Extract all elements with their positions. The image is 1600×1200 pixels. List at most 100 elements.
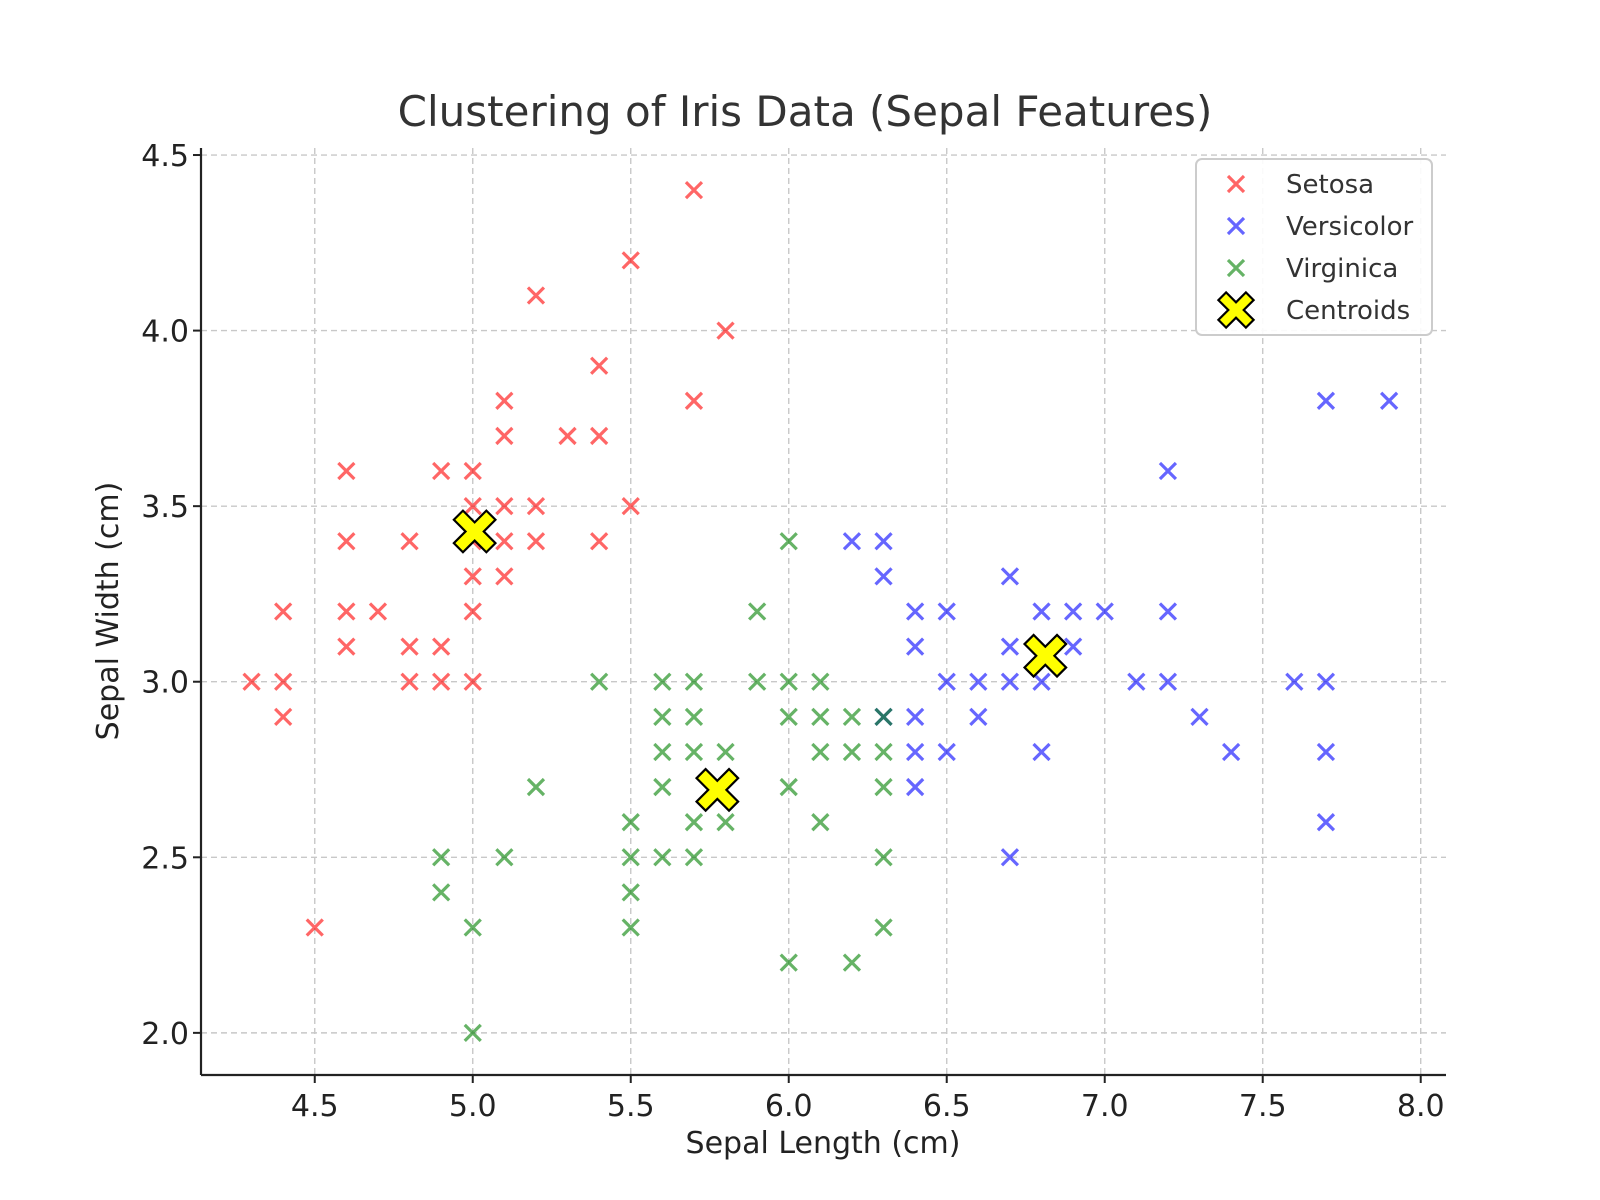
virginica-point: [684, 813, 704, 832]
setosa-point: [526, 532, 546, 551]
versicolor-point: [906, 777, 925, 797]
setosa-point: [526, 286, 546, 305]
setosa-point: [590, 532, 609, 551]
y-tick-label: 3.5: [141, 490, 189, 525]
versicolor-point: [1316, 672, 1336, 691]
virginica-point: [716, 813, 735, 832]
versicolor-point: [1032, 602, 1051, 621]
centroid-points: [452, 509, 1068, 813]
y-tick-label: 2.5: [141, 841, 189, 876]
setosa-point: [400, 637, 419, 656]
setosa-point: [337, 532, 356, 551]
y-tick-label: 3.0: [141, 666, 189, 701]
legend-marker-versicolor: [1226, 216, 1246, 236]
versicolor-point: [1285, 672, 1304, 691]
setosa-point: [558, 426, 577, 446]
versicolor-point: [1158, 461, 1178, 481]
virginica-point: [653, 672, 672, 691]
setosa-point: [242, 672, 261, 691]
virginica-point: [653, 848, 672, 867]
setosa-point: [495, 426, 514, 446]
y-axis-label: Sepal Width (cm): [91, 482, 126, 741]
versicolor-point: [1063, 602, 1083, 621]
setosa-point: [621, 497, 640, 516]
versicolor-point: [937, 742, 956, 762]
setosa-point: [495, 391, 514, 410]
x-tick-label: 5.0: [449, 1089, 497, 1124]
legend-label-centroids: Centroids: [1286, 296, 1410, 326]
virginica-point: [432, 848, 451, 867]
setosa-point: [590, 426, 609, 446]
virginica-point: [621, 813, 640, 832]
virginica-point: [874, 918, 893, 937]
versicolor-point: [906, 742, 925, 762]
setosa-point: [463, 672, 482, 691]
x-tick-label: 6.5: [923, 1089, 971, 1124]
legend-label-setosa: Setosa: [1286, 170, 1374, 200]
setosa-point: [432, 672, 451, 691]
setosa-point: [432, 461, 451, 481]
legend-marker-centroids: [1216, 290, 1256, 330]
virginica-point: [811, 707, 830, 726]
x-tick-label: 6.0: [765, 1089, 813, 1124]
virginica-point: [842, 742, 862, 762]
setosa-point: [495, 567, 514, 586]
virginica-point: [526, 777, 546, 797]
y-axis-ticks: 2.0 2.5 3.0 3.5 4.0 4.5: [141, 139, 201, 1052]
setosa-point: [337, 461, 356, 481]
virginica-point: [779, 953, 798, 972]
setosa-point: [274, 602, 293, 621]
versicolor-point: [1379, 391, 1399, 410]
virginica-point: [842, 953, 862, 972]
setosa-point: [337, 602, 356, 621]
versicolor-point: [969, 707, 988, 726]
virginica-point: [874, 742, 893, 762]
y-tick-label: 2.0: [141, 1017, 189, 1052]
chart-title: Clustering of Iris Data (Sepal Features): [398, 87, 1213, 136]
virginica-point: [621, 883, 640, 902]
setosa-point: [463, 461, 482, 481]
versicolor-point: [1000, 637, 1020, 656]
setosa-point: [400, 532, 419, 551]
virginica-point: [653, 742, 672, 762]
versicolor-point: [1158, 672, 1178, 691]
virginica-point: [779, 777, 798, 797]
setosa-point: [432, 637, 451, 656]
virginica-point: [653, 777, 672, 797]
versicolor-point: [906, 707, 925, 726]
versicolor-point: [1127, 672, 1146, 691]
y-tick-label: 4.5: [141, 139, 189, 174]
setosa-point: [463, 567, 482, 586]
y-tick-label: 4.0: [141, 315, 189, 350]
setosa-point: [684, 391, 704, 410]
legend-label-versicolor: Versicolor: [1286, 212, 1414, 242]
versicolor-point: [1000, 848, 1020, 867]
versicolor-point: [1063, 637, 1083, 656]
virginica-point: [463, 918, 482, 937]
x-tick-label: 7.0: [1081, 1089, 1129, 1124]
setosa-point: [274, 707, 293, 726]
setosa-point: [274, 672, 293, 691]
virginica-point: [621, 918, 640, 937]
centroid-point: [694, 767, 740, 813]
versicolor-point: [1032, 672, 1051, 691]
data-points: [242, 181, 1399, 1042]
setosa-point: [590, 356, 609, 375]
series-versicolor: [842, 391, 1399, 867]
virginica-point: [653, 707, 672, 726]
x-axis-label: Sepal Length (cm): [686, 1126, 961, 1161]
virginica-point: [811, 813, 830, 832]
virginica-point: [621, 848, 640, 867]
setosa-point: [463, 602, 482, 621]
versicolor-point: [1000, 567, 1020, 586]
virginica-point: [684, 707, 704, 726]
virginica-point: [590, 672, 609, 691]
virginica-point: [874, 777, 893, 797]
x-tick-label: 4.5: [291, 1089, 339, 1124]
setosa-point: [526, 497, 546, 516]
versicolor-point: [1316, 813, 1336, 832]
virginica-point: [811, 672, 830, 691]
virginica-point: [495, 848, 514, 867]
versicolor-point: [874, 532, 893, 551]
virginica-point: [842, 707, 862, 726]
